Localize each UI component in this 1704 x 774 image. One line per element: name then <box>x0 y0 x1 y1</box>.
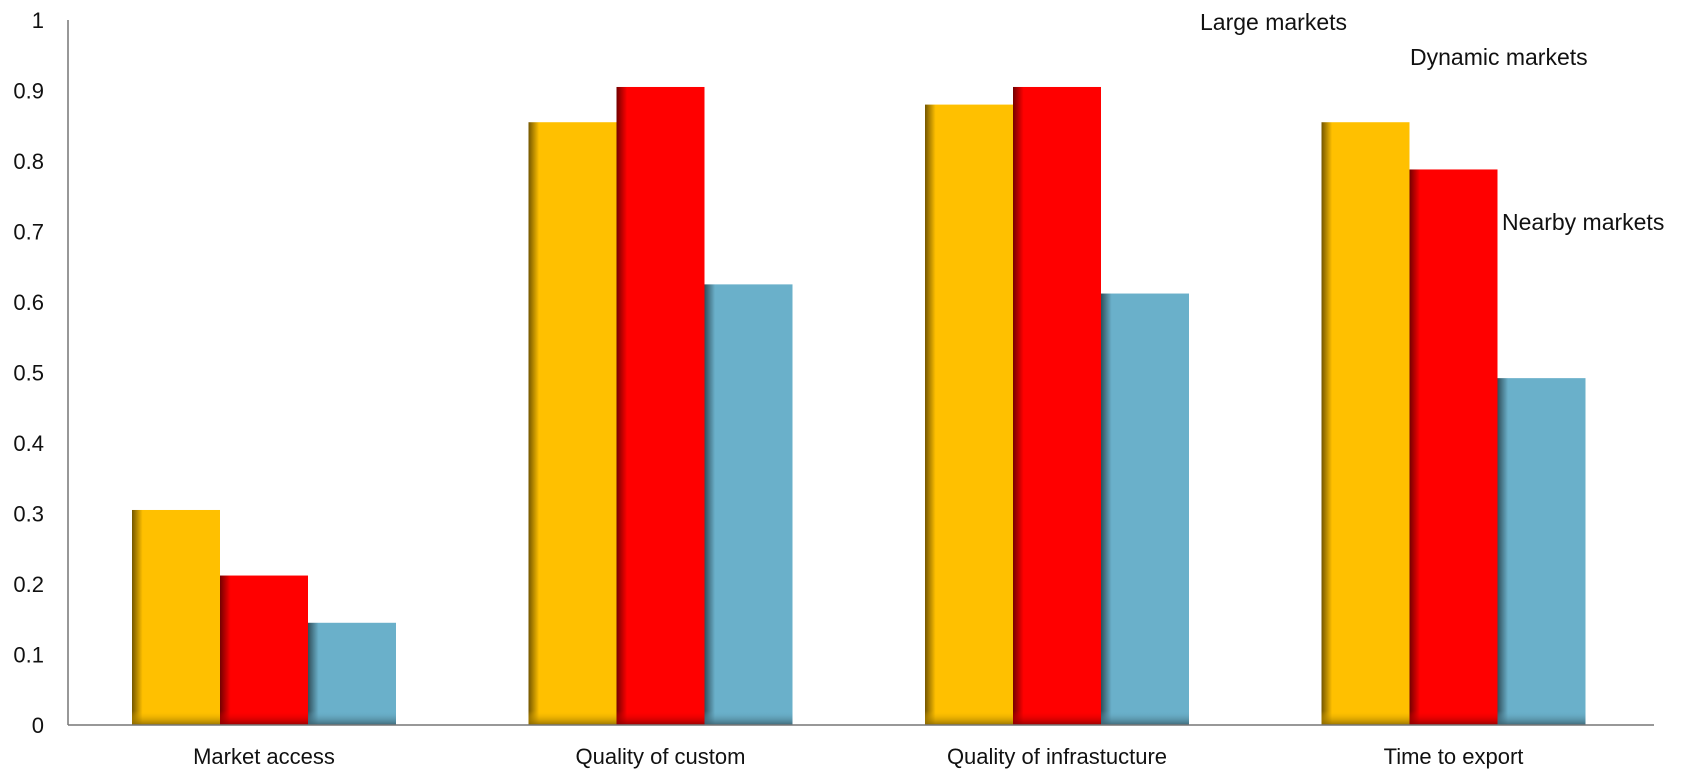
bar-large-markets-1 <box>528 122 617 726</box>
bar-nearby-markets-0 <box>308 622 396 725</box>
x-category-label: Quality of infrastucture <box>947 744 1167 769</box>
y-tick-label: 0 <box>32 713 44 738</box>
bar-nearby-markets-2 <box>1101 293 1189 725</box>
bar-large-markets-0 <box>132 509 220 725</box>
y-tick-label: 0.1 <box>13 643 44 668</box>
y-tick-label: 0.8 <box>13 149 44 174</box>
bar-large-markets-2 <box>925 104 1013 726</box>
y-tick-label: 0.5 <box>13 361 44 386</box>
x-category-label: Market access <box>193 744 335 769</box>
bar-dynamic-markets-1 <box>616 86 705 726</box>
y-tick-label: 0.4 <box>13 431 44 456</box>
bars-layer <box>132 86 1586 726</box>
x-category-label: Quality of custom <box>576 744 746 769</box>
bar-dynamic-markets-2 <box>1013 86 1101 726</box>
axes-layer <box>67 20 1654 726</box>
series-label-nearby-markets: Nearby markets <box>1502 209 1664 235</box>
series-label-dynamic-markets: Dynamic markets <box>1410 44 1588 70</box>
x-category-label: Time to export <box>1384 744 1524 769</box>
y-tick-label: 0.2 <box>13 572 44 597</box>
bar-dynamic-markets-0 <box>220 575 308 725</box>
bar-large-markets-3 <box>1321 122 1410 726</box>
y-tick-label: 0.3 <box>13 502 44 527</box>
bar-nearby-markets-1 <box>704 284 793 725</box>
labels-layer: 0 0.1 0.2 0.3 0.4 0.5 0.6 0.7 0.8 0.9 1 Market acce… <box>13 8 1664 769</box>
y-tick-label: 0.6 <box>13 290 44 315</box>
y-tick-label: 0.9 <box>13 79 44 104</box>
bar-nearby-markets-3 <box>1497 378 1586 725</box>
y-tick-label: 0.7 <box>13 220 44 245</box>
y-tick-label: 1 <box>32 8 44 33</box>
series-label-large-markets: Large markets <box>1200 9 1347 35</box>
bar-dynamic-markets-3 <box>1409 169 1498 725</box>
